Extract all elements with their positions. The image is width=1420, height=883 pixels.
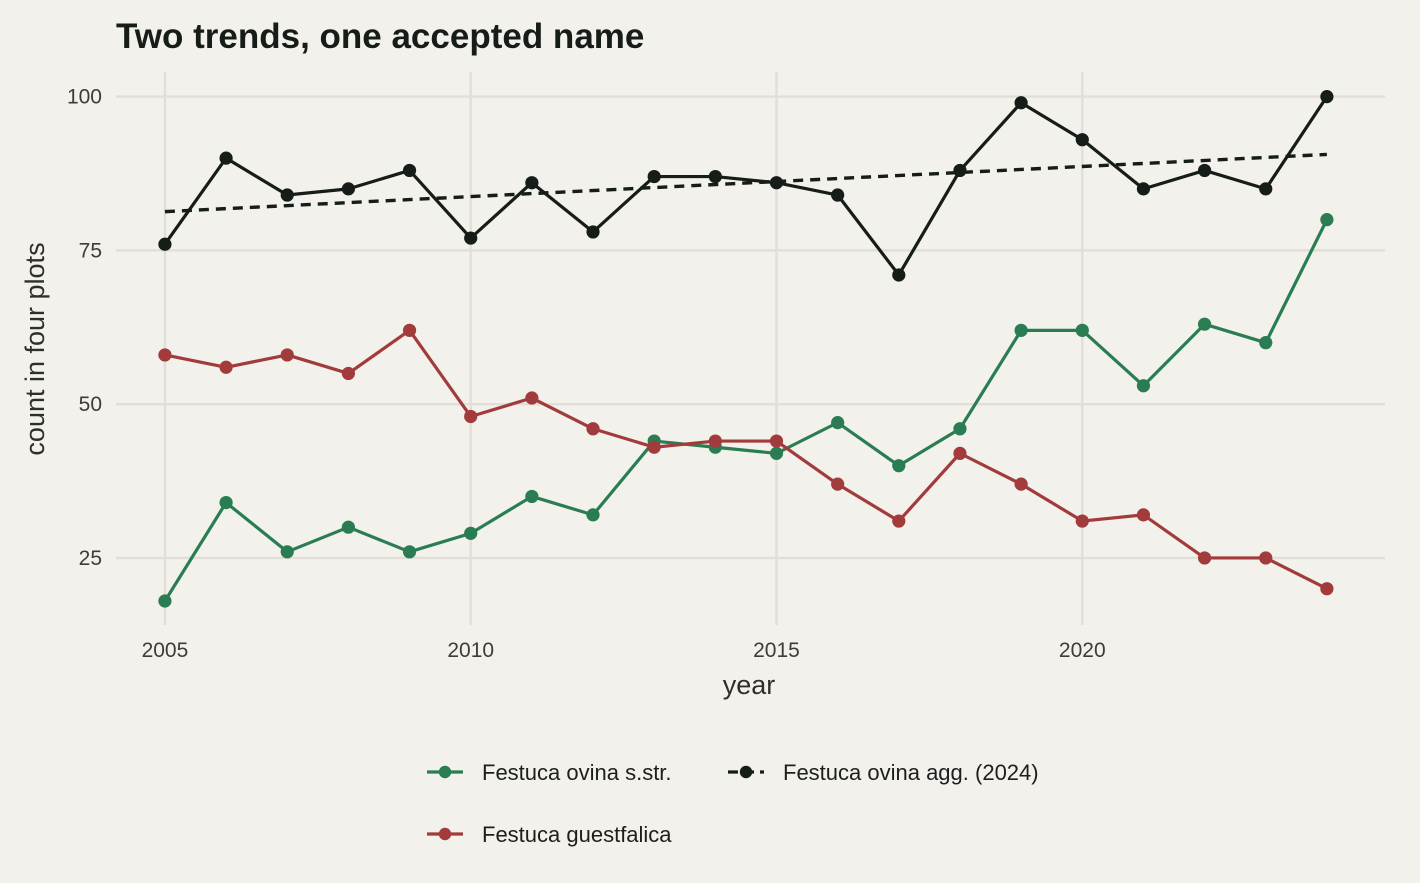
data-point [341,520,355,534]
legend: Festuca ovina s.str. Festuca ovina agg. (… [427,760,1039,847]
x-tick-label: 2015 [753,639,800,662]
data-point [831,188,845,202]
legend-key-point [438,827,452,841]
data-point [464,526,478,540]
data-point [219,360,233,374]
data-point [647,169,661,184]
data-point [1197,317,1212,331]
data-point [158,594,172,608]
series-line [163,95,1329,277]
legend-label: Festuca ovina agg. (2024) [783,760,1039,785]
data-point [402,545,417,559]
data-point [708,169,722,184]
data-point [1014,96,1028,110]
legend-label: Festuca guestfalica [482,822,672,847]
data-point [1259,182,1273,196]
x-tick-label: 2020 [1059,639,1106,662]
data-point [525,391,539,405]
series-festuca-ovina-s-str [158,213,1334,608]
data-point [464,231,478,245]
legend-item: Festuca ovina s.str. [427,760,672,785]
data-point [1197,163,1212,178]
data-point [1320,582,1334,596]
chart-title: Two trends, one accepted name [116,17,644,56]
data-point [1320,90,1334,104]
y-axis-label: count in four plots [20,242,50,455]
data-point [831,416,845,430]
data-point [1136,182,1151,196]
data-point [341,182,355,196]
series-line [163,328,1329,591]
data-point [1259,551,1273,565]
data-point [831,477,845,491]
data-point [280,545,294,559]
data-point [525,489,539,504]
data-point [953,446,967,460]
legend-item: Festuca guestfalica [427,822,672,847]
data-point [1014,477,1028,491]
x-axis-ticks: 2005 2010 2015 2020 [142,639,1106,662]
series-line [163,218,1329,603]
data-point [1014,323,1028,337]
data-point [280,188,294,202]
y-tick-label: 25 [79,547,102,570]
data-point [708,434,722,448]
x-tick-label: 2005 [142,639,189,662]
data-point [769,434,784,448]
data-point [769,176,784,190]
y-axis-ticks: 25 50 75 100 [67,86,102,570]
data-point [402,323,417,337]
data-point [647,440,661,454]
data-point [892,268,906,282]
legend-key-point [739,765,753,779]
data-point [1075,133,1089,147]
data-point [1136,508,1151,522]
data-point [953,422,967,436]
series-festuca-guestfalica [158,323,1334,596]
legend-key-point [438,765,452,779]
y-tick-label: 75 [79,239,102,262]
legend-item: Festuca ovina agg. (2024) [728,760,1039,785]
data-point [1075,514,1089,528]
data-point [1197,551,1212,565]
data-point [219,151,233,165]
data-point [1259,336,1273,350]
data-point [341,366,355,381]
y-tick-label: 100 [67,86,102,109]
data-point [1136,379,1151,393]
data-point [586,422,600,436]
plot-area [158,90,1334,608]
data-point [1320,213,1334,227]
data-point [769,446,784,460]
x-axis-label: year [723,670,776,700]
data-point [464,409,478,424]
data-point [892,459,906,473]
data-point [1075,323,1089,337]
data-point [586,225,600,239]
series-festuca-ovina-agg-2024 [158,90,1334,282]
data-point [280,348,294,362]
data-point [525,176,539,190]
legend-label: Festuca ovina s.str. [482,760,672,785]
data-point [953,163,967,178]
data-point [158,237,172,251]
trend-line [164,152,1327,214]
data-point [402,163,417,178]
data-point [586,508,600,522]
data-point [219,495,233,510]
grid [116,72,1385,625]
data-point [158,348,172,362]
y-tick-label: 50 [79,393,102,416]
x-tick-label: 2010 [447,639,494,662]
data-point [892,514,906,528]
